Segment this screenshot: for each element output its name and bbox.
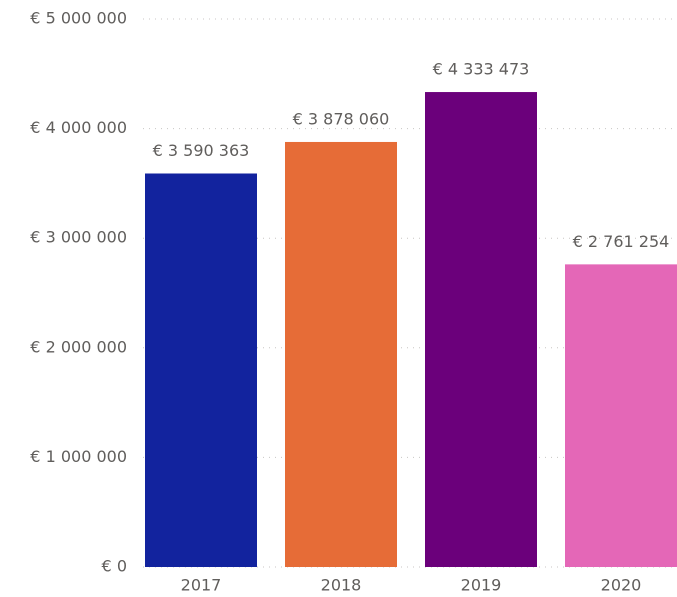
- x-tick-label: 2018: [321, 576, 362, 595]
- y-tick-label: € 3 000 000: [30, 228, 127, 247]
- data-label: € 4 333 473: [433, 60, 530, 79]
- x-tick-label: 2017: [181, 576, 222, 595]
- y-tick-label: € 2 000 000: [30, 337, 127, 356]
- y-tick-label: € 1 000 000: [30, 447, 127, 466]
- y-tick-label: € 0: [102, 557, 127, 576]
- bar: [425, 92, 537, 567]
- x-tick-label: 2019: [461, 576, 502, 595]
- y-tick-label: € 5 000 000: [30, 9, 127, 28]
- data-label: € 2 761 254: [573, 232, 670, 251]
- y-tick-label: € 4 000 000: [30, 118, 127, 137]
- bar: [145, 173, 257, 567]
- data-label: € 3 878 060: [293, 109, 390, 128]
- x-tick-label: 2020: [601, 576, 642, 595]
- bar: [285, 141, 397, 567]
- data-label: € 3 590 363: [153, 141, 250, 160]
- bar: [565, 264, 677, 567]
